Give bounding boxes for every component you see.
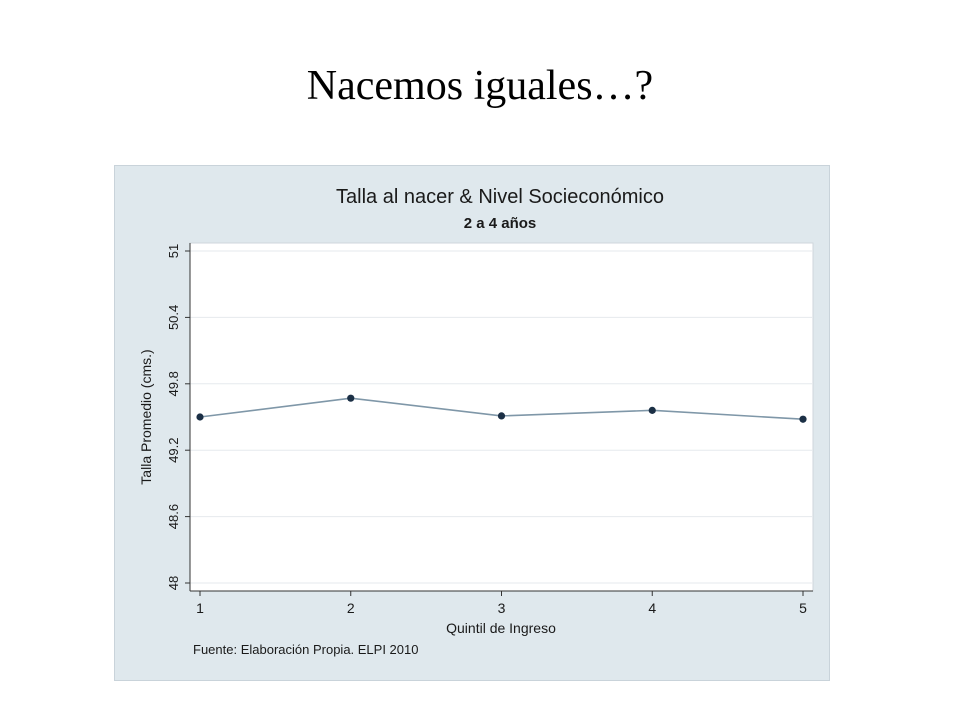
x-axis-label: Quintil de Ingreso	[446, 620, 556, 636]
axes: 48 48.6 49.2 49.8 50.4 51 1 2 3 4 5	[166, 243, 813, 616]
y-tick-label: 48	[166, 576, 181, 590]
y-tick-label: 49.2	[166, 438, 181, 463]
x-tick-label: 1	[196, 600, 204, 616]
data-point	[196, 413, 204, 421]
chart-title: Talla al nacer & Nivel Socieconómico	[336, 186, 664, 208]
gridlines	[190, 250, 813, 584]
x-tick-label: 3	[498, 600, 506, 616]
y-axis-label: Talla Promedio (cms.)	[138, 349, 154, 484]
source-note: Fuente: Elaboración Propia. ELPI 2010	[193, 642, 418, 657]
y-tick-label: 50.4	[166, 305, 181, 330]
chart-frame: 48 48.6 49.2 49.8 50.4 51 1 2 3 4 5 Talla al nacer…	[114, 165, 830, 681]
x-tick-label: 2	[347, 600, 355, 616]
slide-title: Nacemos iguales…?	[306, 63, 654, 109]
chart-subtitle: 2 a 4 años	[464, 215, 537, 232]
data-point	[799, 415, 807, 423]
data-point	[648, 406, 656, 414]
y-tick-label: 48.6	[166, 504, 181, 529]
y-tick-label: 49.8	[166, 371, 181, 396]
data-series	[196, 394, 807, 423]
x-tick-label: 5	[799, 600, 807, 616]
y-tick-label: 51	[166, 244, 181, 258]
data-point	[497, 412, 506, 420]
x-tick-label: 4	[648, 600, 656, 616]
data-point	[347, 394, 355, 402]
line-chart: 48 48.6 49.2 49.8 50.4 51 1 2 3 4 5 Talla al nacer…	[115, 166, 829, 680]
